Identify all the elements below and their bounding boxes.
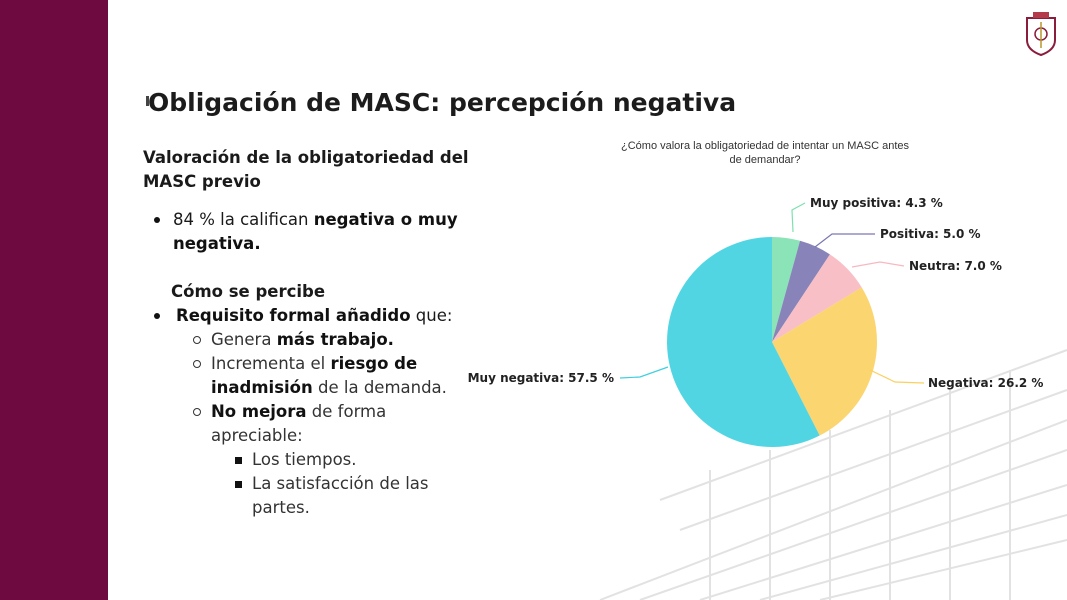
item-bold-text: más trabajo. xyxy=(276,330,394,349)
title-marker xyxy=(146,96,149,106)
item-text: de la demanda. xyxy=(312,378,447,397)
slide-title: Obligación de MASC: percepción negativa xyxy=(148,88,737,117)
bullet-text: 84 % la califican xyxy=(173,210,314,229)
list-item-riesgo: Incrementa el riesgo de inadmisión de la… xyxy=(143,352,473,400)
university-crest-logo xyxy=(1026,12,1056,56)
section-heading: Valoración de la obligatoriedad del MASC… xyxy=(143,148,469,191)
leader-line-neutra xyxy=(851,261,905,268)
leader-line-positiva xyxy=(814,233,875,248)
brand-sidebar xyxy=(0,0,108,600)
item-bold-text: riesgo de inadmisión xyxy=(211,354,418,397)
bullet-requisito: Requisito formal añadido que: xyxy=(143,304,473,328)
data-label-neutra: Neutra: 7.0 % xyxy=(909,259,1002,273)
list-item-trabajo: Genera más trabajo. xyxy=(143,328,473,352)
item-text: Genera xyxy=(211,330,277,349)
sub-item-satisfaccion: La satisfacción de las partes. xyxy=(143,472,473,520)
background-building-illustration xyxy=(599,349,1067,600)
item-bold-text: No mejora xyxy=(211,402,307,421)
data-label-positiva: Positiva: 5.0 % xyxy=(880,227,981,241)
sub-heading: Cómo se percibe xyxy=(171,282,326,301)
chart-title: ¿Cómo valora la obligatoriedad de intent… xyxy=(621,140,909,166)
item-text: de forma apreciable: xyxy=(211,402,387,445)
bullet-84-percent: 84 % la califican negativa o muy negativ… xyxy=(143,208,473,256)
sub-item-tiempos: Los tiempos. xyxy=(143,448,473,472)
item-text: Incrementa el xyxy=(211,354,331,373)
data-label-muy-positiva: Muy positiva: 4.3 % xyxy=(810,196,943,210)
list-item-no-mejora: No mejora de forma apreciable: xyxy=(143,400,473,448)
leader-line-muy-positiva xyxy=(791,202,806,233)
bullet-text: que: xyxy=(410,306,453,325)
bullet-bold-text: Requisito formal añadido xyxy=(176,306,411,325)
content-block: Valoración de la obligatoriedad del MASC… xyxy=(143,146,473,520)
bullet-bold-text: negativa o muy negativa. xyxy=(173,210,458,253)
